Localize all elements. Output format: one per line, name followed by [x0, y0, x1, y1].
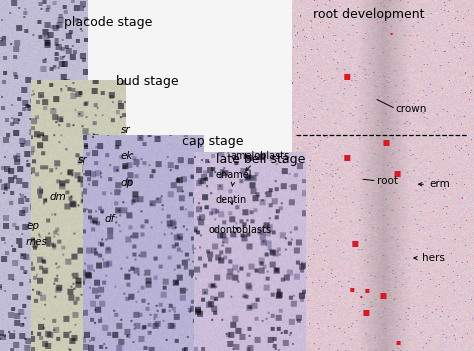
Text: ek: ek: [121, 151, 133, 161]
Text: crown: crown: [396, 104, 427, 114]
Text: erm: erm: [419, 179, 450, 189]
Text: hers: hers: [414, 253, 445, 263]
Text: mes: mes: [26, 237, 48, 247]
Text: cap stage: cap stage: [182, 135, 244, 148]
Text: dentin: dentin: [216, 195, 247, 205]
Text: root development: root development: [313, 8, 424, 21]
Text: late bell stage: late bell stage: [216, 153, 305, 166]
Text: df: df: [104, 214, 115, 224]
Text: enamel: enamel: [216, 171, 252, 186]
Text: ep: ep: [26, 221, 39, 231]
Text: root: root: [377, 176, 398, 186]
Text: sr: sr: [121, 125, 130, 135]
Text: ameloblasts: ameloblasts: [230, 151, 289, 171]
Text: sr: sr: [78, 155, 88, 165]
Text: dm: dm: [50, 192, 66, 201]
Text: odontoblasts: odontoblasts: [209, 225, 272, 235]
Text: dp: dp: [121, 178, 134, 187]
Text: bud stage: bud stage: [116, 75, 179, 88]
Text: placode stage: placode stage: [64, 16, 152, 29]
